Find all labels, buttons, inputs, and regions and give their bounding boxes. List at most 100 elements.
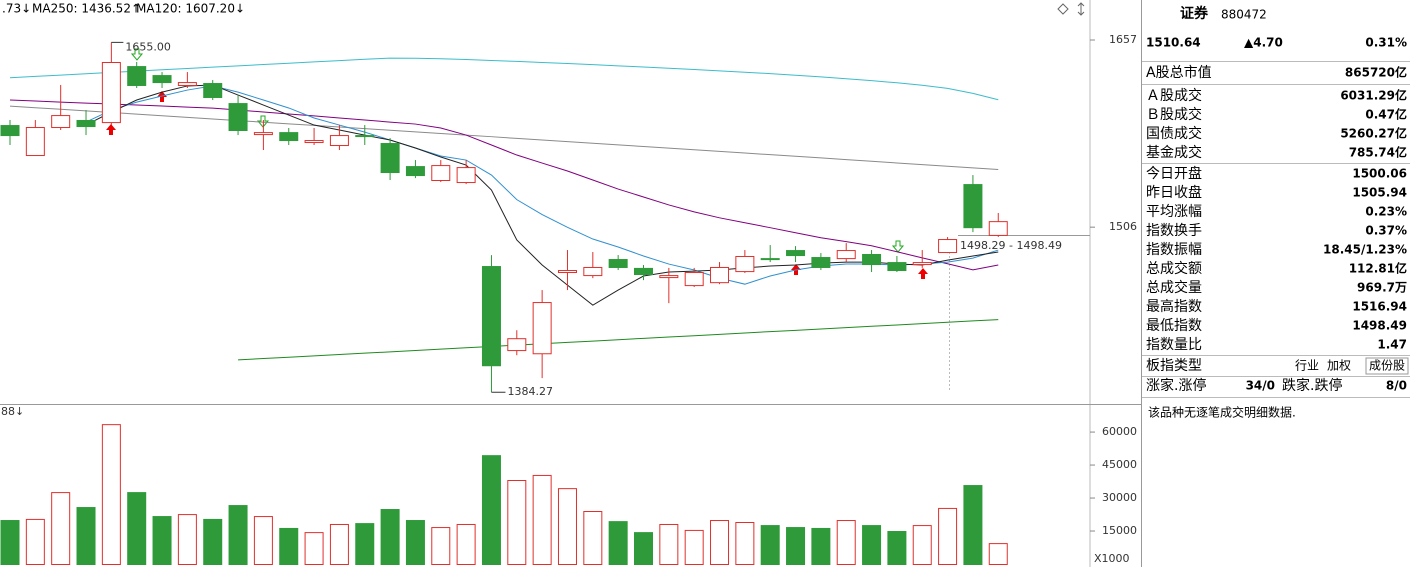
y-tick-label: 1506 — [1109, 220, 1137, 233]
row-label: 平均涨幅 — [1146, 204, 1202, 220]
candle-body — [760, 258, 780, 261]
breadth: 涨家.涨停 — [1146, 377, 1206, 394]
volume-bar — [938, 507, 958, 565]
volume-bar — [51, 492, 71, 566]
annotation: 1655.00 — [125, 40, 171, 53]
candle-body — [304, 140, 324, 144]
volume-bar — [988, 543, 1008, 566]
row-value: 6031.29亿 — [1340, 88, 1407, 103]
volume-bar — [380, 509, 400, 566]
candle-body — [101, 62, 121, 124]
ma-line — [9, 105, 999, 170]
button-frame — [1365, 357, 1409, 375]
type-button[interactable]: 加权 — [1327, 359, 1351, 373]
panel-name: 证券 — [1180, 5, 1209, 22]
row-value: 1500.06 — [1352, 167, 1407, 181]
candle-body — [329, 135, 349, 147]
candle-body — [253, 132, 273, 136]
panel-pct: 0.31% — [1365, 36, 1407, 50]
volume-bar — [684, 529, 704, 565]
candle-body — [507, 338, 527, 352]
volume-bar — [76, 507, 96, 565]
candle-body — [836, 250, 856, 260]
volume-bar — [481, 455, 501, 565]
ma-line — [85, 84, 999, 306]
volume-bar — [912, 525, 932, 566]
candle-body — [710, 266, 730, 284]
candle-body — [988, 221, 1008, 236]
row-label: 指数换手 — [1146, 222, 1202, 239]
volume-bar — [583, 511, 603, 565]
volume-bar — [203, 518, 223, 566]
breadth: 8/0 — [1386, 379, 1407, 393]
legend-label: MA120: 1607.20↓ — [136, 2, 245, 16]
breadth: 跌家.跌停 — [1282, 377, 1342, 394]
row-value: 1498.49 — [1352, 319, 1407, 333]
candle-body — [76, 119, 96, 128]
row-value: 1505.94 — [1352, 186, 1407, 200]
notice: 该品种无逐笔成交明细数据. — [1148, 405, 1296, 420]
candle-body — [887, 262, 907, 272]
volume-bar — [101, 424, 121, 566]
volume-bar — [127, 492, 147, 566]
row-value: 969.7万 — [1357, 281, 1407, 295]
candle-body — [355, 135, 375, 138]
row-label: Ａ股成交 — [1146, 87, 1202, 104]
legend-label: .73↓ — [2, 2, 31, 16]
volume-bar — [507, 480, 527, 566]
row-value: 785.74亿 — [1349, 145, 1407, 160]
volume-bar — [659, 523, 679, 566]
volume-bar — [405, 520, 425, 565]
volume-bar — [228, 505, 248, 566]
annotation: 1384.27 — [507, 385, 552, 398]
candle-body — [862, 254, 882, 266]
volume-bar — [862, 525, 882, 566]
y-tick-label: 45000 — [1102, 458, 1137, 471]
panel-code: 880472 — [1221, 8, 1267, 22]
row-label: 今日开盘 — [1146, 165, 1202, 182]
candle-body — [684, 272, 704, 287]
candle-body — [786, 250, 806, 257]
candle-body — [811, 257, 831, 268]
row-label: 指数振幅 — [1146, 242, 1202, 258]
volume-bar — [329, 523, 349, 566]
panel-price: 1510.64 — [1146, 36, 1201, 50]
candle-body — [431, 165, 451, 182]
candle-body — [25, 127, 45, 157]
candle-body — [583, 266, 603, 277]
y-tick-label: 15000 — [1102, 524, 1137, 537]
volume-bar — [836, 520, 856, 565]
candle-body — [659, 275, 679, 279]
candle-body — [177, 82, 197, 86]
type-label: 板指类型 — [1146, 358, 1202, 374]
volume-bar — [963, 485, 983, 565]
y-tick-label: 60000 — [1102, 425, 1137, 438]
candle-body — [532, 302, 552, 355]
resize-icon[interactable] — [1077, 2, 1085, 16]
candle-body — [608, 259, 628, 268]
volume-bar — [634, 532, 653, 566]
volume-bar — [710, 520, 730, 565]
y-tick-label: 30000 — [1102, 491, 1137, 504]
row-value: 5260.27亿 — [1340, 126, 1407, 141]
chart-title: 88↓ — [1, 405, 24, 418]
row-label: 最低指数 — [1146, 318, 1202, 334]
candle-body — [735, 255, 755, 273]
row-label: Ｂ股成交 — [1146, 106, 1202, 123]
row-label: 基金成交 — [1146, 144, 1202, 161]
candle-body — [228, 103, 248, 131]
row-label: 昨日收盘 — [1146, 184, 1202, 201]
unit-label: X1000 — [1094, 552, 1130, 565]
volume-bar — [557, 488, 577, 565]
candle-body — [152, 75, 172, 84]
volume-bar — [456, 523, 476, 566]
volume-bar — [253, 516, 273, 566]
candle-body — [912, 262, 932, 266]
diamond-icon[interactable] — [1057, 3, 1069, 15]
ma-line — [9, 57, 999, 101]
type-button[interactable]: 成份股 — [1369, 359, 1405, 373]
type-button[interactable]: 行业 — [1295, 359, 1319, 373]
candle-body — [127, 66, 147, 86]
